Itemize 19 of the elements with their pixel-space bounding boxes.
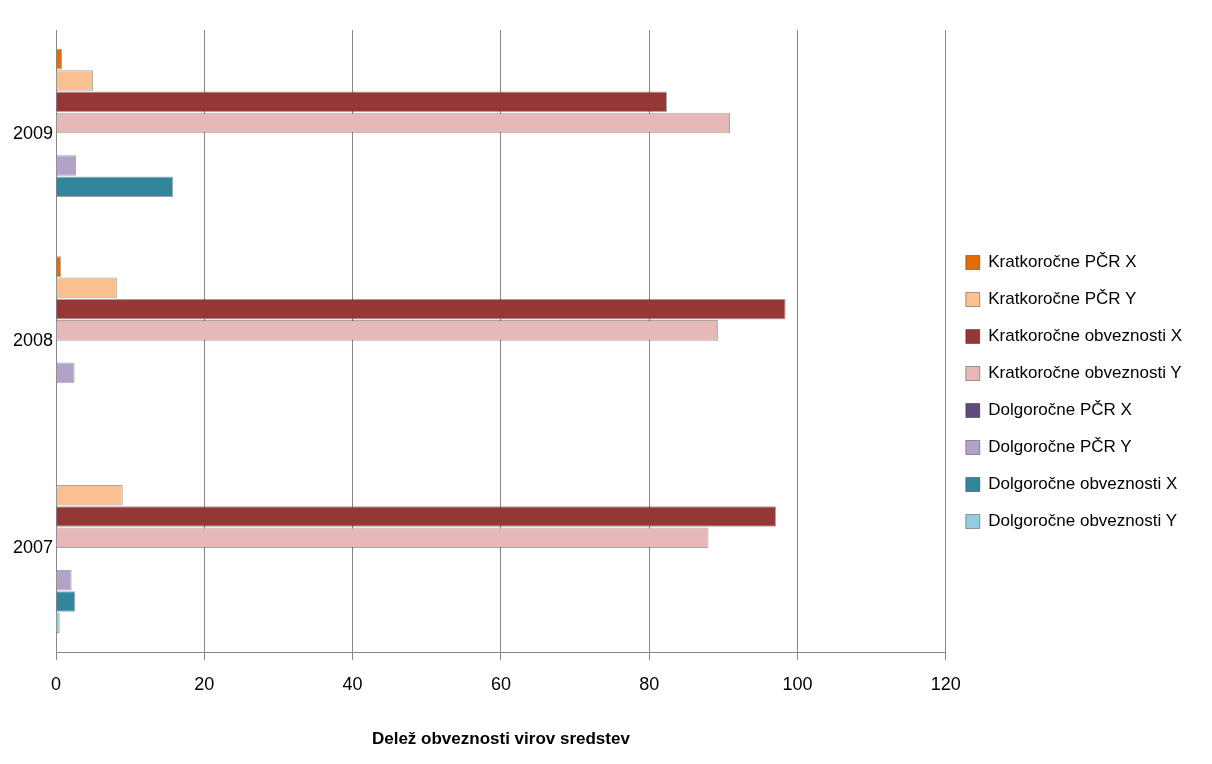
y-tick-label: 2008 — [13, 329, 54, 350]
x-tick-label: 120 — [930, 673, 961, 694]
x-tick-label: 40 — [342, 673, 363, 694]
x-tick-label: 20 — [194, 673, 215, 694]
x-tick-label: 0 — [51, 673, 62, 694]
legend-label: Dolgoročne obveznosti Y — [988, 511, 1177, 531]
y-tick-label: 2009 — [13, 122, 54, 143]
legend-label: Kratkoročne PČR X — [988, 252, 1137, 272]
legend-label: Dolgoročne obveznosti X — [988, 474, 1178, 494]
legend-label: Dolgoročne PČR Y — [988, 437, 1132, 457]
legend-label: Kratkoročne PČR Y — [988, 289, 1137, 309]
legend-label: Kratkoročne obveznosti X — [988, 326, 1182, 346]
legend-label: Dolgoročne PČR X — [988, 400, 1132, 420]
x-tick-label: 100 — [782, 673, 813, 694]
x-axis-title: Delež obveznosti virov sredstev — [371, 729, 631, 749]
x-tick-label: 80 — [639, 673, 660, 694]
legend-label: Kratkoročne obveznosti Y — [988, 363, 1182, 383]
y-tick-label: 2007 — [13, 537, 54, 558]
x-tick-label: 60 — [490, 673, 511, 694]
